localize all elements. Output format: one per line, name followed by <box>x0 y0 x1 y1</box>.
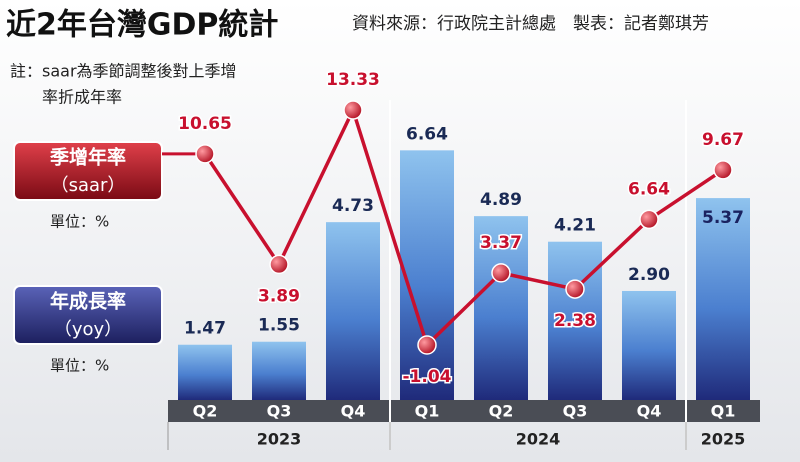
source: 資料來源：行政院主計總處 製表：記者鄭琪芳 <box>352 14 709 34</box>
line <box>203 108 724 347</box>
bar <box>400 150 454 400</box>
bar <box>178 344 232 400</box>
x-tick-label: Q4 <box>341 402 366 421</box>
line-value-label: -1.04 <box>403 367 452 387</box>
group-label: 2025 <box>701 430 746 449</box>
note: 註：saar為季節調整後對上季增 <box>10 62 237 81</box>
x-tick-label: Q1 <box>415 402 440 421</box>
x-tick-label: Q4 <box>637 402 662 421</box>
bar-value-label: 4.73 <box>332 196 374 216</box>
chart-title: 近2年台灣GDP統計 <box>6 8 278 43</box>
unit-label: 單位：% <box>50 213 109 231</box>
bar-value-label: 4.89 <box>480 190 522 210</box>
line-marker <box>639 209 659 230</box>
line-marker <box>417 335 437 355</box>
line-marker <box>713 160 733 180</box>
category-strip <box>168 400 760 422</box>
bar-value-label: 2.90 <box>628 265 670 285</box>
bar <box>474 216 528 400</box>
bar-value-label: 1.55 <box>258 316 300 336</box>
line-marker <box>491 263 511 283</box>
unit-label: 單位：% <box>50 357 109 375</box>
line-marker <box>269 254 289 275</box>
legend-label: 年成長率 <box>50 290 126 313</box>
bar <box>696 198 750 400</box>
line-value-label: 6.64 <box>628 179 670 199</box>
bar-value-label: 5.37 <box>702 208 744 228</box>
bar <box>548 241 602 400</box>
bar-value-label: 4.21 <box>554 216 596 236</box>
group-label: 2024 <box>516 430 561 449</box>
bar-value-label: 1.47 <box>184 319 226 339</box>
line-value-label: 13.33 <box>326 70 380 90</box>
line-value-label: 3.89 <box>258 286 300 306</box>
line-value-label: 9.67 <box>702 130 744 150</box>
line-marker <box>343 100 363 120</box>
legend-box-saar <box>13 141 163 201</box>
legend-box-yoy <box>13 285 163 345</box>
legend-abbr: （yoy） <box>54 319 122 340</box>
bar-value-label: 6.64 <box>406 124 448 144</box>
group-label: 2023 <box>257 430 302 449</box>
x-tick-label: Q1 <box>711 402 736 421</box>
bar <box>326 222 380 400</box>
line-value-label: 10.65 <box>178 114 232 134</box>
x-tick-label: Q2 <box>489 402 514 421</box>
bar <box>252 341 306 400</box>
legend-abbr: （saar） <box>51 175 126 196</box>
note: 率折成年率 <box>42 88 122 107</box>
x-tick-label: Q3 <box>563 402 588 421</box>
line-value-label: 2.38 <box>554 311 596 331</box>
x-tick-label: Q2 <box>193 402 218 421</box>
line-value-label: 3.37 <box>480 233 522 253</box>
line-marker <box>195 144 215 164</box>
line-marker <box>565 279 585 299</box>
x-tick-label: Q3 <box>267 402 292 421</box>
legend-label: 季增年率 <box>50 146 126 169</box>
bar <box>622 290 676 400</box>
